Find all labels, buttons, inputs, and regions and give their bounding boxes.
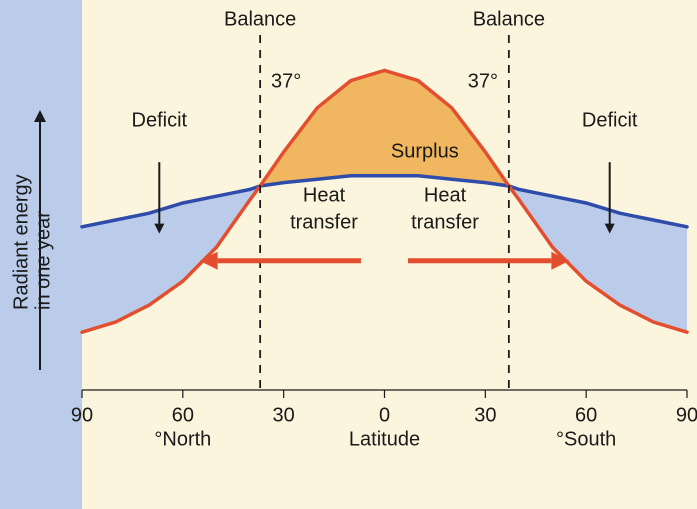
balance-label: Balance: [224, 8, 296, 30]
x-tick-label: 60: [172, 404, 194, 426]
heat-label-2: transfer: [411, 212, 479, 234]
surplus-label: Surplus: [391, 140, 459, 162]
x-tick-label: 30: [474, 404, 496, 426]
balance-tick: 37°: [468, 70, 498, 92]
heat-label-1: Heat: [424, 184, 467, 206]
x-tick-label: 0: [379, 404, 390, 426]
heat-label-1: Heat: [303, 184, 346, 206]
x-tick-label: 60: [575, 404, 597, 426]
radiant-energy-chart: Balance 37° Balance 37° Deficit Deficit Surplu…: [0, 0, 697, 509]
y-label-1: Radiant energy: [10, 174, 32, 310]
x-tick-label: 90: [71, 404, 93, 426]
chart-svg: Balance 37° Balance 37° Deficit Deficit Surplu…: [0, 0, 697, 509]
y-label-2: in one year: [32, 211, 54, 310]
balance-tick: 37°: [271, 70, 301, 92]
heat-label-2: transfer: [290, 212, 358, 234]
balance-label: Balance: [473, 8, 545, 30]
north-label: °North: [154, 428, 211, 450]
x-axis-label: Latitude: [349, 428, 420, 450]
deficit-label: Deficit: [582, 110, 638, 132]
x-tick-label: 90: [676, 404, 697, 426]
deficit-label: Deficit: [132, 110, 188, 132]
south-label: °South: [556, 428, 616, 450]
x-tick-label: 30: [273, 404, 295, 426]
